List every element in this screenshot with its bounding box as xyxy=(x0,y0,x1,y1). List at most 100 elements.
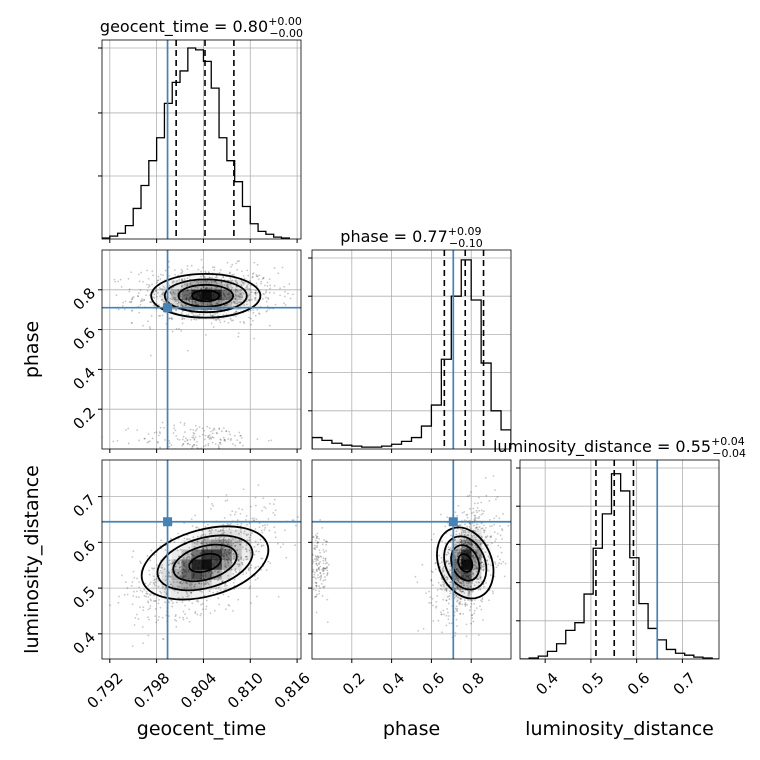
scatter-point xyxy=(436,595,439,597)
scatter-point xyxy=(193,318,196,321)
scatter-point xyxy=(213,281,215,284)
scatter-point xyxy=(212,314,215,317)
scatter-point xyxy=(268,529,271,532)
scatter-point xyxy=(273,292,276,294)
scatter-point xyxy=(489,557,491,560)
scatter-point xyxy=(197,303,199,306)
scatter-point xyxy=(154,600,156,603)
scatter-point xyxy=(210,430,212,433)
scatter-point xyxy=(232,301,235,304)
scatter-point xyxy=(157,602,160,605)
scatter-point xyxy=(236,290,239,292)
scatter-point xyxy=(458,581,461,584)
scatter-point xyxy=(312,536,315,539)
scatter-point xyxy=(450,622,453,625)
scatter-point xyxy=(463,533,466,536)
scatter-point xyxy=(123,593,126,596)
scatter-point xyxy=(237,565,240,568)
scatter-point xyxy=(214,280,216,283)
scatter-point xyxy=(471,582,474,585)
scatter-point xyxy=(256,263,259,266)
scatter-point xyxy=(243,277,246,280)
density-cell xyxy=(221,539,232,550)
scatter-point xyxy=(235,302,238,305)
density-cell xyxy=(191,579,202,590)
scatter-point xyxy=(478,517,480,520)
scatter-point xyxy=(211,266,214,269)
scatter-point xyxy=(321,569,324,572)
scatter-point xyxy=(320,574,323,577)
scatter-point xyxy=(241,546,244,549)
scatter-point xyxy=(273,526,276,529)
scatter-point xyxy=(503,575,506,578)
scatter-point xyxy=(214,537,217,540)
scatter-point xyxy=(226,285,229,287)
scatter-point xyxy=(99,647,101,649)
panel-title-phase: phase = 0.77+0.09 −0.10 xyxy=(340,225,482,250)
scatter-point xyxy=(225,430,228,432)
scatter-point xyxy=(216,302,218,305)
scatter-point xyxy=(224,588,227,591)
scatter-point xyxy=(467,592,470,595)
scatter-point xyxy=(447,551,449,554)
contour-line xyxy=(191,289,221,303)
scatter-point xyxy=(164,439,166,441)
scatter-point xyxy=(193,432,196,435)
scatter-point xyxy=(174,429,177,432)
scatter-point xyxy=(222,541,225,543)
scatter-point xyxy=(319,565,322,568)
scatter-point xyxy=(454,574,457,577)
scatter-point xyxy=(500,562,503,565)
scatter-point xyxy=(485,494,488,497)
density-cell xyxy=(191,549,202,560)
scatter-point xyxy=(141,626,144,628)
scatter-point xyxy=(457,572,459,575)
scatter-point xyxy=(500,528,503,530)
scatter-point xyxy=(222,276,225,279)
scatter-point xyxy=(218,271,221,274)
scatter-point xyxy=(316,546,318,549)
density-cell xyxy=(181,299,192,310)
scatter-point xyxy=(316,537,318,539)
scatter-point xyxy=(471,512,473,515)
scatter-point xyxy=(204,287,207,290)
scatter-point xyxy=(288,283,291,285)
scatter-point xyxy=(441,631,443,634)
scatter-point xyxy=(186,617,188,620)
scatter-point xyxy=(188,538,191,540)
scatter-point xyxy=(207,301,209,304)
scatter-point xyxy=(195,318,198,321)
scatter-point xyxy=(438,554,440,557)
scatter-point xyxy=(219,589,222,592)
scatter-point xyxy=(214,276,217,279)
scatter-point xyxy=(189,428,192,431)
scatter-point xyxy=(309,594,311,596)
scatter-point xyxy=(254,567,256,569)
scatter-point xyxy=(309,570,311,572)
scatter-point xyxy=(140,300,142,303)
scatter-point xyxy=(237,294,240,297)
contour-line xyxy=(177,283,235,308)
scatter-point xyxy=(170,444,173,447)
scatter-point xyxy=(242,320,245,323)
scatter-point xyxy=(205,605,208,608)
scatter-point xyxy=(211,281,213,283)
scatter-point xyxy=(204,276,206,279)
scatter-point xyxy=(461,511,464,514)
scatter-point xyxy=(221,580,224,583)
scatter-point xyxy=(441,570,444,572)
scatter-point xyxy=(259,538,262,541)
scatter-point xyxy=(207,496,210,499)
scatter-point xyxy=(154,578,156,581)
scatter-point xyxy=(157,585,160,588)
scatter-point xyxy=(119,278,122,281)
scatter-point xyxy=(210,528,213,531)
scatter-point xyxy=(479,543,482,546)
panel-frame xyxy=(101,459,302,660)
scatter-point xyxy=(472,620,475,623)
scatter-point xyxy=(482,619,484,621)
scatter-point xyxy=(225,304,228,307)
scatter-point xyxy=(261,544,263,547)
scatter-point xyxy=(249,288,252,291)
scatter-point xyxy=(255,282,258,285)
